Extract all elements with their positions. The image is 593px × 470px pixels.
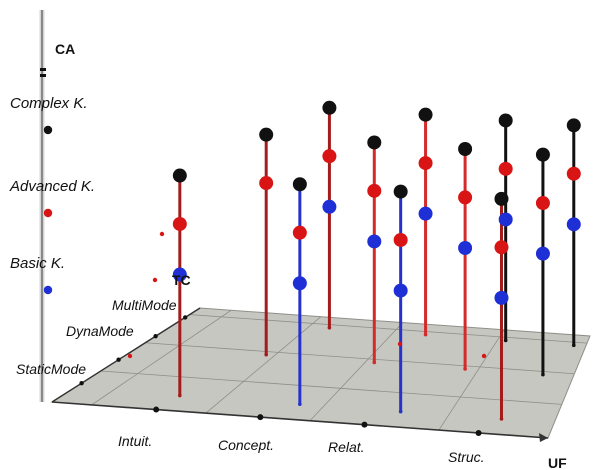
grid-line-uf: [205, 316, 322, 414]
data-point: [259, 176, 274, 191]
data-point: [458, 241, 473, 255]
data-point: [172, 168, 187, 183]
data-point: [259, 127, 274, 142]
uf-level-label: Struc.: [448, 449, 485, 465]
data-point: [367, 183, 382, 198]
data-point: [566, 166, 581, 181]
minor-point: [481, 353, 487, 359]
ca-level-marker: [43, 125, 53, 135]
points-group: [127, 100, 581, 359]
data-point: [566, 118, 581, 133]
uf-axis-title: UF: [548, 455, 567, 470]
data-point: [367, 135, 382, 150]
data-point: [322, 100, 337, 115]
data-point: [292, 276, 307, 291]
uf-axis-arrow: [539, 433, 548, 442]
tc-tick-dot: [153, 334, 158, 339]
data-point: [393, 283, 408, 298]
grid-line-uf: [309, 322, 404, 421]
data-point: [535, 196, 550, 211]
data-point: [172, 216, 187, 231]
labels-group: Basic K. Advanced K. Complex K. CA StaticMod…: [9, 41, 567, 470]
data-point: [498, 212, 513, 227]
ca-level-label: Complex K.: [10, 95, 88, 112]
uf-tick-dot: [153, 406, 160, 413]
ca-level-marker: [43, 208, 53, 218]
uf-tick-dot: [361, 421, 368, 428]
ca-axis-title: CA: [55, 41, 75, 57]
stem-foot: [298, 402, 302, 407]
data-point: [367, 234, 382, 249]
ca-level-label: Advanced K.: [9, 178, 95, 195]
stem-foot: [423, 332, 428, 337]
stem-foot: [372, 360, 377, 365]
stem-foot: [499, 417, 504, 421]
stem-foot: [463, 367, 467, 371]
data-point: [418, 206, 433, 221]
grid-line-uf: [91, 309, 232, 406]
uf-level-label: Concept.: [218, 437, 274, 453]
uf-level-label: Intuit.: [118, 433, 152, 449]
ca-level-label: Basic K.: [10, 255, 65, 272]
data-point: [458, 190, 473, 205]
stems-group: [178, 107, 576, 421]
data-point: [494, 191, 509, 206]
data-point: [566, 217, 581, 232]
ca-top-tick: [40, 74, 46, 77]
ca-level-marker: [43, 285, 53, 295]
stem-foot: [264, 352, 268, 357]
data-point: [393, 232, 408, 247]
data-point: [292, 225, 307, 240]
stem-foot: [541, 372, 545, 377]
uf-tick-dot: [257, 414, 264, 421]
data-point: [418, 156, 433, 171]
tc-level-label: MultiMode: [112, 297, 177, 313]
minor-point: [127, 353, 133, 359]
data-point: [458, 142, 473, 156]
grid-line-tc: [189, 314, 588, 344]
data-point: [535, 246, 550, 261]
grid-line-uf: [438, 329, 505, 431]
data-point: [322, 199, 337, 214]
data-point: [393, 184, 408, 199]
tc-axis-line: [51, 307, 201, 403]
data-point: [494, 290, 509, 305]
data-point: [292, 177, 307, 192]
stem-foot: [503, 338, 508, 343]
tc-level-label: DynaMode: [66, 323, 134, 339]
grid-line-tc: [100, 370, 562, 405]
stem-foot: [571, 343, 576, 348]
data-point: [535, 147, 550, 162]
minor-point: [152, 277, 158, 283]
stem-foot: [178, 393, 182, 398]
minor-point: [397, 341, 403, 347]
data-point: [494, 240, 509, 255]
tc-axis-title: TC: [172, 272, 191, 288]
uf-axis-line: [51, 401, 549, 439]
data-point: [418, 107, 433, 122]
tc-tick-dot: [116, 357, 121, 362]
data-point: [172, 267, 187, 282]
data-point: [498, 161, 513, 176]
uf-tick-dot: [475, 429, 482, 436]
tc-tick-dot: [183, 315, 188, 320]
tc-tick-dot: [79, 381, 84, 386]
uf-level-label: Relat.: [328, 439, 365, 455]
data-point: [322, 149, 337, 164]
axes-group: [39, 10, 549, 442]
ca-top-tick: [40, 68, 46, 71]
minor-point: [159, 231, 165, 237]
tc-level-label: StaticMode: [16, 361, 86, 377]
stem-foot: [398, 409, 403, 414]
stem-foot: [327, 325, 332, 330]
data-point: [498, 113, 513, 128]
